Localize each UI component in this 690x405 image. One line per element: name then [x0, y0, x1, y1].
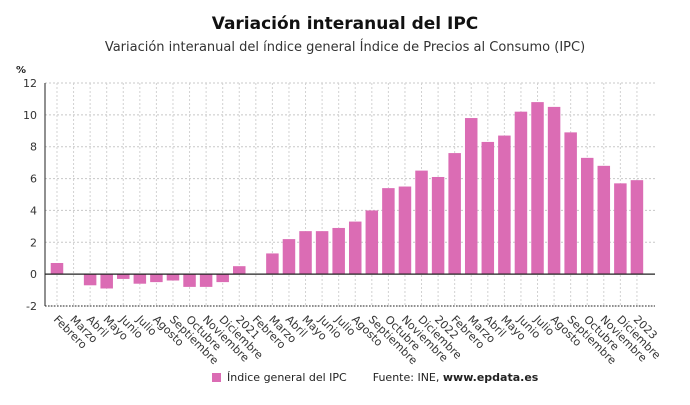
- bar: [531, 102, 544, 275]
- bar: [183, 274, 196, 287]
- y-tick-label: 10: [23, 109, 37, 122]
- bar: [464, 118, 478, 275]
- bar: [50, 262, 64, 275]
- bar: [382, 188, 395, 275]
- y-tick-label: 8: [30, 141, 37, 154]
- y-tick-label: 2: [30, 236, 37, 249]
- bar: [83, 274, 97, 286]
- bar: [133, 274, 147, 284]
- y-tick-label: 12: [23, 77, 37, 90]
- bar: [199, 274, 213, 287]
- source-note: Fuente: INE, www.epdata.es: [373, 371, 539, 384]
- bar: [498, 135, 511, 275]
- bar: [448, 153, 461, 275]
- bar: [431, 176, 445, 275]
- bar: [415, 170, 428, 275]
- bar: [514, 111, 528, 275]
- source-link[interactable]: www.epdata.es: [442, 371, 539, 384]
- legend: Índice general del IPC Fuente: INE, www.…: [212, 371, 538, 384]
- bar: [597, 165, 611, 275]
- y-tick-label: 4: [30, 204, 37, 217]
- bar: [547, 106, 561, 275]
- chart-title: Variación interanual del IPC: [211, 14, 479, 34]
- bar: [564, 132, 577, 275]
- y-tick-label: 6: [30, 173, 37, 186]
- bar: [398, 186, 412, 275]
- bar: [233, 266, 246, 275]
- bar: [266, 253, 279, 275]
- bar: [365, 210, 379, 275]
- chart-subtitle: Variación interanual del índice general …: [104, 40, 586, 55]
- bar: [166, 274, 180, 281]
- y-tick-label: 0: [30, 268, 37, 281]
- bar: [481, 141, 495, 275]
- bar: [282, 239, 296, 275]
- bar: [580, 157, 594, 275]
- legend-swatch: [212, 373, 221, 382]
- bar: [315, 231, 329, 275]
- bar: [630, 180, 644, 275]
- bar: [299, 231, 312, 275]
- legend-label: Índice general del IPC: [227, 371, 347, 384]
- bar: [216, 274, 229, 283]
- bar: [100, 274, 113, 289]
- bar: [117, 274, 130, 279]
- bar: [348, 221, 362, 275]
- bar: [614, 183, 627, 275]
- y-axis-label: %: [16, 65, 26, 76]
- y-tick-label: -2: [26, 300, 37, 313]
- bar: [150, 274, 163, 283]
- bar: [332, 227, 345, 275]
- source-prefix: Fuente: INE,: [372, 371, 440, 384]
